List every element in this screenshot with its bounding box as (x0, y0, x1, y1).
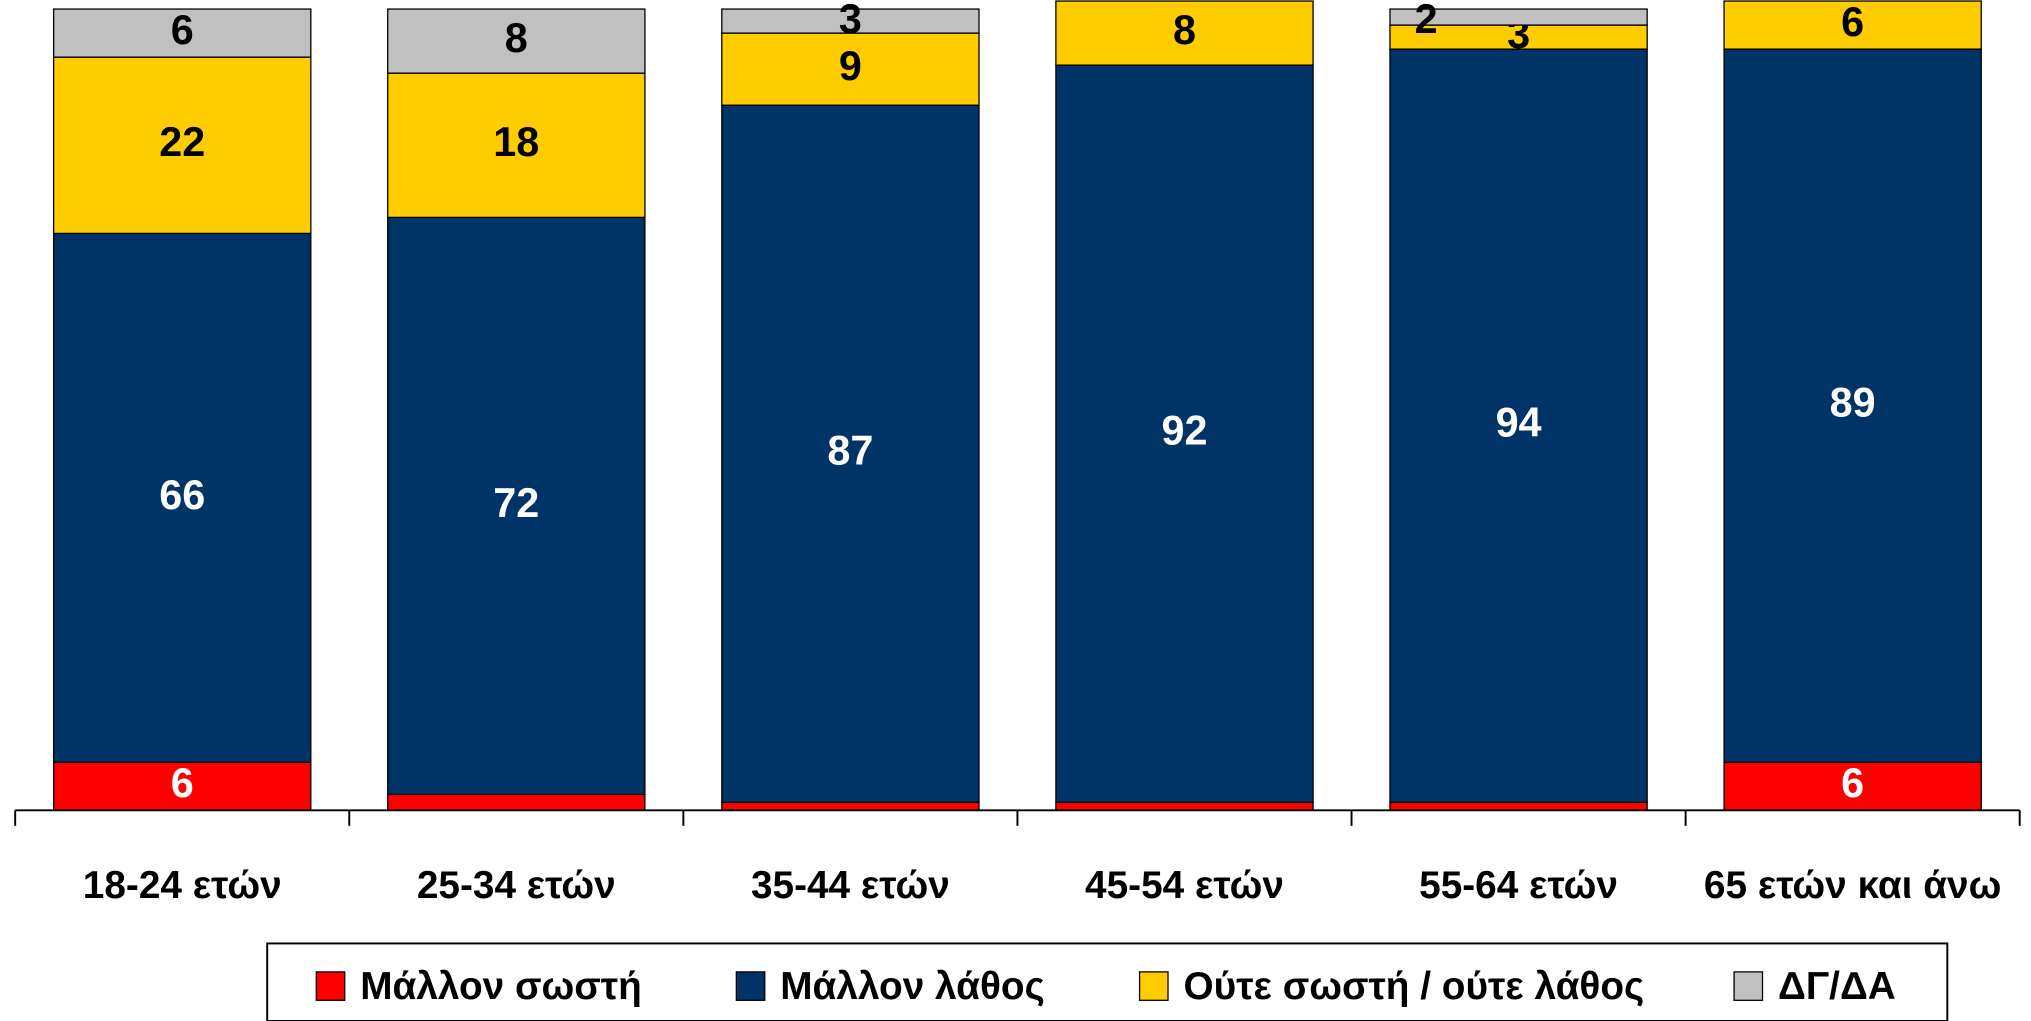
data-label: 87 (827, 428, 873, 474)
data-label: 8 (1173, 7, 1196, 53)
x-tick-label: 55-64 ετών (1419, 864, 1618, 907)
x-tick-label: 18-24 ετών (83, 864, 282, 907)
legend-box (266, 942, 1949, 1021)
x-tick-label: 35-44 ετών (751, 864, 950, 907)
bar-segment (1723, 0, 1982, 50)
bar-segment (52, 8, 312, 58)
data-label: 72 (493, 480, 539, 526)
legend-swatch (735, 971, 766, 1001)
data-label: 8 (505, 15, 528, 61)
bar-segment (1389, 8, 1648, 26)
data-label: 22 (159, 119, 205, 165)
x-tick-label: 65 ετών και άνω (1704, 864, 2001, 907)
data-label: 66 (159, 472, 205, 518)
x-tick-label: 25-34 ετών (417, 864, 616, 907)
bar-segment (721, 32, 980, 106)
bar-segment (1723, 48, 1982, 763)
bar-segment (1389, 801, 1648, 811)
data-label: 6 (171, 7, 194, 53)
bar-segment (721, 801, 980, 811)
data-label: 92 (1161, 408, 1207, 454)
data-label: 3 (839, 0, 862, 42)
legend-label: Μάλλον λάθος (780, 965, 1045, 1008)
bar-segment (52, 232, 312, 763)
bar-segment (1055, 0, 1314, 66)
legend-label: Ούτε σωστή / ούτε λάθος (1184, 965, 1645, 1008)
data-label: 94 (1496, 400, 1542, 446)
bar-segment (52, 761, 312, 811)
legend-swatch (1138, 971, 1169, 1001)
bar-segment (1723, 761, 1982, 811)
bar-segment (1389, 48, 1648, 803)
legend-label: ΔΓ/ΔΑ (1778, 965, 1896, 1008)
bar-segment (387, 8, 646, 74)
data-label: 6 (1841, 760, 1864, 806)
data-label: 6 (1841, 0, 1864, 45)
bar-segment (387, 72, 646, 219)
data-label: 9 (839, 43, 862, 89)
data-label: 2 (1415, 0, 1438, 42)
legend-swatch (1733, 971, 1764, 1001)
data-label: 18 (493, 119, 539, 165)
bar-segment (387, 793, 646, 811)
data-label: 6 (171, 760, 194, 806)
bar-segment (1389, 24, 1648, 50)
legend-label: Μάλλον σωστή (360, 965, 642, 1008)
data-label: 89 (1830, 380, 1876, 426)
legend-swatch (315, 971, 346, 1001)
bar-segment (721, 8, 980, 34)
bar-segment (1055, 801, 1314, 811)
x-tick-label: 45-54 ετών (1085, 864, 1284, 907)
bar-segment (1055, 64, 1314, 803)
bar-segment (721, 104, 980, 803)
